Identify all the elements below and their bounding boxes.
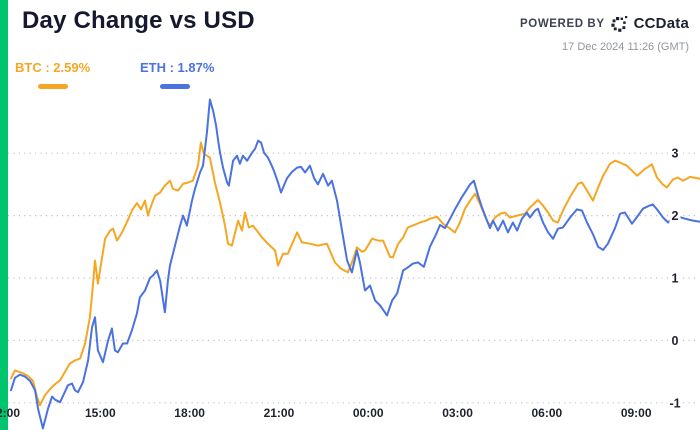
legend-item-eth: ETH : 1.87% [140,60,214,89]
svg-text:2: 2 [672,209,679,223]
svg-text:-1: -1 [669,396,680,410]
legend-btc-swatch [38,84,68,89]
legend-item-btc: BTC : 2.59% [15,60,90,89]
legend-eth-swatch [160,84,190,89]
svg-text:06:00: 06:00 [532,406,563,420]
accent-bar [0,0,8,430]
svg-text:09:00: 09:00 [621,406,652,420]
brand-name: CCData [633,15,689,32]
svg-text:1: 1 [672,272,679,286]
svg-text:15:00: 15:00 [85,406,116,420]
svg-text:2:00: 2:00 [0,406,20,420]
page-title: Day Change vs USD [22,7,255,34]
legend-btc-label: BTC : 2.59% [15,60,91,75]
svg-text:18:00: 18:00 [174,406,205,420]
svg-text:21:00: 21:00 [264,406,295,420]
ccdata-logo-icon [611,15,628,32]
powered-by: POWERED BY CCData [520,15,689,32]
svg-text:03:00: 03:00 [442,406,473,420]
svg-text:00:00: 00:00 [353,406,384,420]
svg-text:3: 3 [672,147,679,161]
legend-eth-label: ETH : 1.87% [140,60,215,75]
svg-text:0: 0 [672,334,679,348]
timestamp: 17 Dec 2024 11:26 (GMT) [562,41,689,53]
powered-by-label: POWERED BY [520,17,605,30]
